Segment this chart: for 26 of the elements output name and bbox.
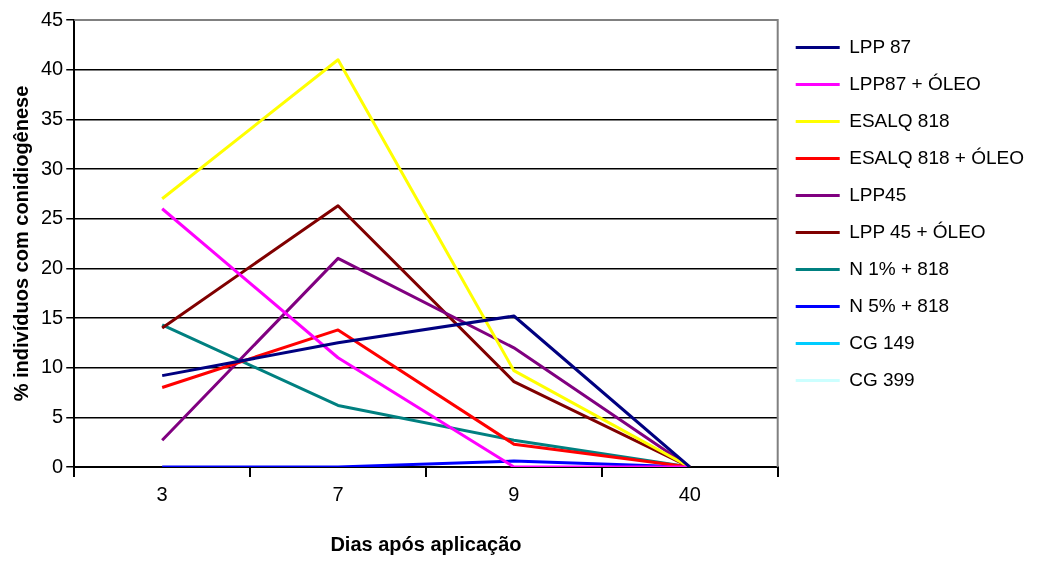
y-tick-label: 40	[41, 57, 64, 80]
y-tick-label: 5	[52, 404, 64, 427]
y-tick-label: 25	[41, 206, 64, 229]
legend-label: CG 399	[849, 368, 915, 390]
x-tick-label: 40	[678, 482, 701, 505]
legend-label: CG 149	[849, 331, 915, 353]
legend-label: N 5% + 818	[849, 294, 950, 316]
legend-label: LPP45	[849, 183, 907, 205]
y-tick-label: 15	[41, 305, 64, 328]
legend-label: LPP 87	[849, 35, 912, 57]
legend-label: LPP 45 + ÓLEO	[849, 220, 986, 242]
x-tick-label: 7	[332, 482, 344, 505]
y-tick-label: 45	[41, 7, 64, 30]
x-axis-title: Dias após aplicação	[330, 532, 522, 555]
y-tick-label: 10	[41, 355, 64, 378]
legend-label: ESALQ 818	[849, 109, 950, 131]
y-tick-label: 0	[52, 454, 64, 477]
y-tick-label: 30	[41, 156, 64, 179]
legend-label: LPP87 + ÓLEO	[849, 72, 981, 94]
legend-label: N 1% + 818	[849, 257, 950, 279]
y-axis-title: % indivíduos com conidiogênese	[9, 85, 32, 402]
x-tick-label: 9	[508, 482, 520, 505]
legend-label: ESALQ 818 + ÓLEO	[849, 146, 1024, 168]
y-tick-label: 35	[41, 106, 64, 129]
x-tick-label: 3	[156, 482, 168, 505]
y-tick-label: 20	[41, 255, 64, 278]
